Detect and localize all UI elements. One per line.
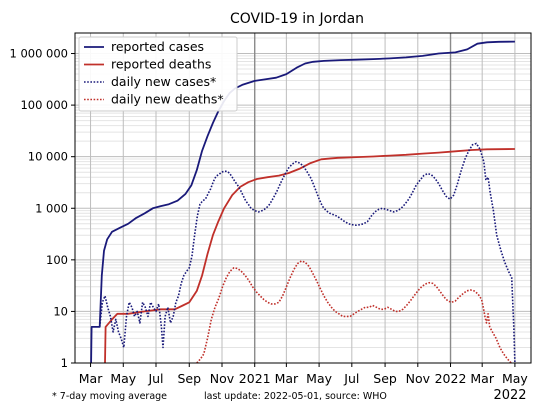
x-tick-label: Jul [147,371,163,386]
x-tick-label: Mar [275,371,299,386]
x-tick-label: Nov [210,371,235,386]
series-line-2 [98,142,516,363]
footnote-source: last update: 2022-05-01, source: WHO [204,391,387,402]
x-axis: Mar May Jul Sep Nov 2021 Mar May Jul Sep Nov 2022 Ma… [79,363,528,386]
x-tick-label: Mar [79,371,103,386]
legend-label-2: daily new cases* [111,74,216,89]
x-tick-label: May [502,371,528,386]
y-tick-label: 10 000 [28,150,68,164]
x-tick-label: Sep [177,371,201,386]
footnote-moving-average: * 7-day moving average [52,391,167,402]
legend-label-3: daily new deaths* [111,92,224,107]
series-line-1 [104,148,515,363]
x-tick-label: Nov [406,371,431,386]
x-tick-label: Jul [343,371,359,386]
y-tick-label: 1 [61,356,68,370]
x-tick-label: Sep [373,371,397,386]
x-tick-label: May [110,371,136,386]
y-tick-label: 100 000 [20,98,68,112]
chart-title: COVID-19 in Jordan [230,11,364,27]
series-line-3 [196,260,512,363]
y-tick-label: 100 [46,253,68,267]
plot-frame [74,32,532,364]
x-year-label: 2022 [493,388,526,403]
y-axis: 1 10 100 1 000 10 000 100 000 1 000 000 [9,47,75,370]
y-tick-label: 10 [53,304,68,318]
legend-box [78,36,238,112]
x-tick-label: 2021 [239,371,271,386]
legend-label-1: reported deaths [111,57,211,72]
x-tick-label: May [306,371,332,386]
x-tick-label: Mar [470,371,494,386]
x-tick-label: 2022 [435,371,467,386]
y-tick-label: 1 000 [35,201,68,215]
y-tick-label: 1 000 000 [9,47,68,61]
legend-label-0: reported cases [111,39,204,54]
legend: reported cases reported deaths daily new c… [78,36,238,112]
